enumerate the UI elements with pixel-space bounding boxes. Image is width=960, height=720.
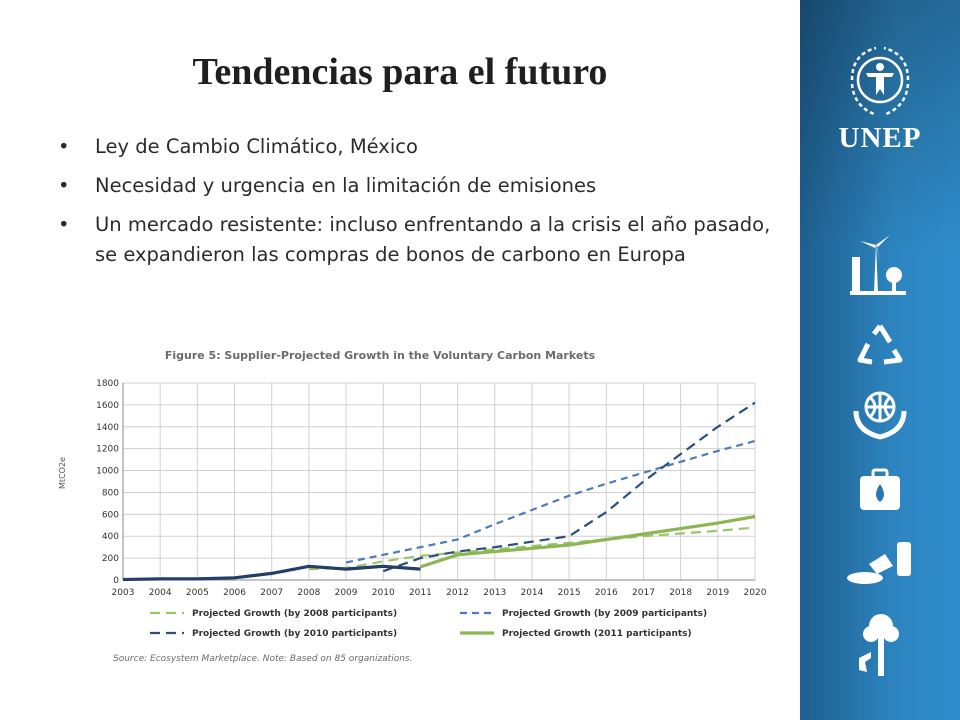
- bullet-marker: •: [58, 135, 70, 158]
- y-tick-label: 0: [113, 576, 119, 586]
- y-tick-label: 1200: [96, 445, 119, 455]
- bullet-marker: •: [58, 213, 70, 236]
- chart-svg: Figure 5: Supplier-Projected Growth in t…: [58, 349, 767, 664]
- x-tick-label: 2013: [483, 588, 506, 598]
- bullet-text: Ley de Cambio Climático, México: [95, 135, 418, 158]
- x-tick-label: 2018: [669, 588, 692, 598]
- chart-figure: Figure 5: Supplier-Projected Growth in t…: [50, 345, 770, 670]
- y-tick-label: 200: [102, 554, 119, 564]
- chart-series: [122, 401, 756, 582]
- y-tick-label: 1600: [96, 401, 119, 411]
- bullet-marker: •: [58, 174, 70, 197]
- series-line: [419, 514, 756, 569]
- x-tick-label: 2010: [372, 588, 395, 598]
- slide-title: Tendencias para el futuro: [192, 51, 608, 93]
- legend-label: Projected Growth (2011 participants): [502, 629, 692, 639]
- y-tick-label: 800: [102, 488, 119, 498]
- bullet-item: • Ley de Cambio Climático, México: [58, 132, 778, 162]
- y-tick-label: 400: [102, 532, 119, 542]
- x-tick-label: 2009: [335, 588, 358, 598]
- x-tick-label: 2007: [260, 588, 283, 598]
- unep-emblem-icon: [800, 40, 960, 120]
- x-tick-label: 2019: [706, 588, 729, 598]
- x-tick-label: 2005: [186, 588, 209, 598]
- sidebar-shade: [800, 0, 960, 720]
- water-case-icon: [800, 468, 960, 512]
- x-tick-label: 2015: [558, 588, 581, 598]
- recycle-icon: [800, 320, 960, 368]
- bullet-text: Necesidad y urgencia en la limitación de…: [95, 174, 597, 197]
- y-tick-label: 1400: [96, 423, 119, 433]
- x-tick-label: 2011: [409, 588, 432, 598]
- x-tick-label: 2004: [149, 588, 172, 598]
- y-axis-label: MtCO2e: [58, 457, 67, 489]
- bullet-item: • Necesidad y urgencia en la limitación d…: [58, 171, 778, 201]
- y-tick-label: 600: [102, 510, 119, 520]
- series-line: [308, 526, 756, 571]
- chart-grid: [122, 382, 756, 581]
- x-tick-label: 2014: [520, 588, 543, 598]
- x-tick-label: 2003: [112, 588, 135, 598]
- legend-label: Projected Growth (by 2008 participants): [192, 609, 397, 619]
- chart-title: Figure 5: Supplier-Projected Growth in t…: [165, 349, 596, 362]
- x-tick-label: 2017: [632, 588, 655, 598]
- x-tick-label: 2012: [446, 588, 469, 598]
- tree-tap-icon: [800, 612, 960, 682]
- chart-axes: 2003 2004 2005 2006 2007 2008 2009 2010 2011 2012…: [96, 379, 767, 598]
- chart-legend: Projected Growth (by 2008 participants) P…: [150, 609, 707, 639]
- sidebar: UNEP: [800, 0, 960, 720]
- x-tick-label: 2006: [223, 588, 246, 598]
- x-tick-label: 2020: [744, 588, 767, 598]
- bullet-list: • Ley de Cambio Climático, México • Necesi…: [58, 132, 778, 279]
- globe-hands-icon: [800, 385, 960, 441]
- x-tick-label: 2016: [595, 588, 618, 598]
- wind-energy-icon: [800, 235, 960, 299]
- x-tick-label: 2008: [297, 588, 320, 598]
- series-line: [122, 564, 421, 582]
- legend-label: Projected Growth (by 2010 participants): [192, 629, 397, 639]
- legend-label: Projected Growth (by 2009 participants): [502, 609, 707, 619]
- series-line: [382, 401, 756, 573]
- unep-logo-text: UNEP: [838, 122, 922, 154]
- chart-source: Source: Ecosystem Marketplace. Note: Bas…: [113, 654, 412, 664]
- bullet-text: Un mercado resistente: incluso enfrentan…: [95, 213, 771, 266]
- chemical-spill-icon: [800, 540, 960, 588]
- y-tick-label: 1800: [96, 379, 119, 389]
- y-tick-label: 1000: [96, 467, 119, 477]
- bullet-item: • Un mercado resistente: incluso enfrenta…: [58, 210, 778, 270]
